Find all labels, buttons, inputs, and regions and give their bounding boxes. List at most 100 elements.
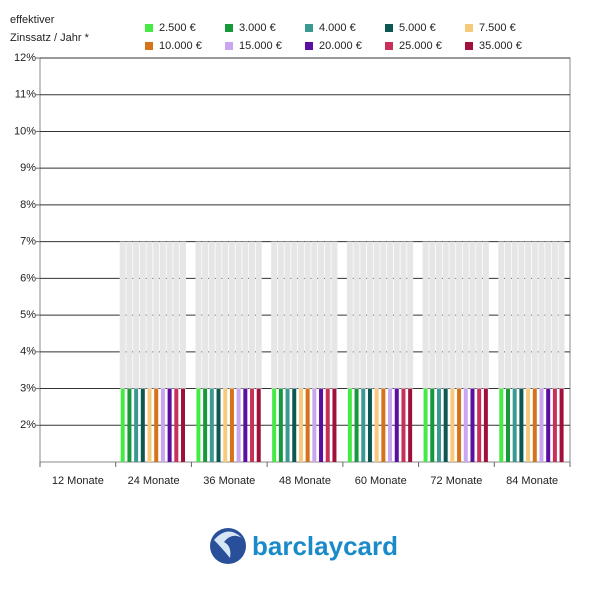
bar [559, 388, 564, 462]
range-bar [353, 241, 360, 389]
range-bar [393, 241, 400, 389]
legend-swatch [145, 42, 153, 50]
legend-swatch [465, 42, 473, 50]
range-bar [159, 241, 166, 389]
range-bar [255, 241, 262, 389]
legend-swatch [385, 24, 393, 32]
range-bar [235, 241, 242, 389]
range-bar [277, 241, 284, 389]
range-bar [331, 241, 338, 389]
bar [388, 388, 393, 462]
bar [160, 388, 165, 462]
legend-label: 4.000 € [319, 22, 356, 34]
bar [243, 388, 248, 462]
range-bar [146, 241, 153, 389]
range-bar [249, 241, 256, 389]
range-bar [291, 241, 298, 389]
range-bar [180, 241, 187, 389]
legend-label: 3.000 € [239, 22, 276, 34]
range-bar [284, 241, 291, 389]
bar [477, 388, 482, 462]
x-tick-label: 48 Monate [279, 475, 331, 487]
bar [512, 388, 517, 462]
range-bar [195, 241, 202, 389]
legend-label: 2.500 € [159, 22, 196, 34]
range-bar [271, 241, 278, 389]
bar [174, 388, 179, 462]
bar [272, 388, 277, 462]
range-bar [346, 241, 353, 389]
range-bar [518, 241, 525, 389]
y-tick-label: 5% [20, 309, 36, 321]
x-tick-label: 84 Monate [506, 475, 558, 487]
range-bar [215, 241, 222, 389]
range-bar [504, 241, 511, 389]
bar [216, 388, 221, 462]
range-bar [422, 241, 429, 389]
bar [223, 388, 228, 462]
range-bar [525, 241, 532, 389]
bar [298, 388, 303, 462]
range-bar [304, 241, 311, 389]
range-bar [482, 241, 489, 389]
y-tick-label: 4% [20, 346, 36, 358]
range-bar [449, 241, 456, 389]
bar [532, 388, 537, 462]
logo: barclaycard [210, 528, 398, 564]
logo-text: barclaycard [252, 531, 398, 561]
range-bar [133, 241, 140, 389]
bar [140, 388, 145, 462]
y-tick-label: 3% [20, 382, 36, 394]
range-bar [435, 241, 442, 389]
legend-swatch [305, 42, 313, 50]
range-bar [311, 241, 318, 389]
bar [367, 388, 372, 462]
range-bar [538, 241, 545, 389]
y-tick-label: 12% [14, 52, 36, 64]
range-bar [126, 241, 133, 389]
x-tick-label: 72 Monate [430, 475, 482, 487]
x-tick-label: 12 Monate [52, 475, 104, 487]
bar [278, 388, 283, 462]
legend-label: 7.500 € [479, 22, 516, 34]
bar [505, 388, 510, 462]
bar [325, 388, 330, 462]
bar [519, 388, 524, 462]
bar [196, 388, 201, 462]
bar [203, 388, 208, 462]
range-bar [366, 241, 373, 389]
x-tick-label: 36 Monate [203, 475, 255, 487]
legend-label: 35.000 € [479, 40, 522, 52]
bar [167, 388, 172, 462]
legend-label: 25.000 € [399, 40, 442, 52]
range-bar [531, 241, 538, 389]
legend-swatch [225, 42, 233, 50]
range-bar [139, 241, 146, 389]
bar [285, 388, 290, 462]
bar [374, 388, 379, 462]
range-bar [173, 241, 180, 389]
bar [354, 388, 359, 462]
bar [483, 388, 488, 462]
bar [332, 388, 337, 462]
bar [463, 388, 468, 462]
bar [154, 388, 159, 462]
range-bar [242, 241, 249, 389]
bar [552, 388, 557, 462]
range-bar [551, 241, 558, 389]
bar [209, 388, 214, 462]
range-bar [387, 241, 394, 389]
bar [147, 388, 152, 462]
bar [457, 388, 462, 462]
bar [394, 388, 399, 462]
bar [305, 388, 310, 462]
range-bar [558, 241, 565, 389]
y-tick-label: 9% [20, 162, 36, 174]
bar [319, 388, 324, 462]
y-tick-label: 2% [20, 419, 36, 431]
range-bar [498, 241, 505, 389]
range-bar [469, 241, 476, 389]
range-bar [462, 241, 469, 389]
legend-label: 15.000 € [239, 40, 282, 52]
y-tick-label: 8% [20, 199, 36, 211]
